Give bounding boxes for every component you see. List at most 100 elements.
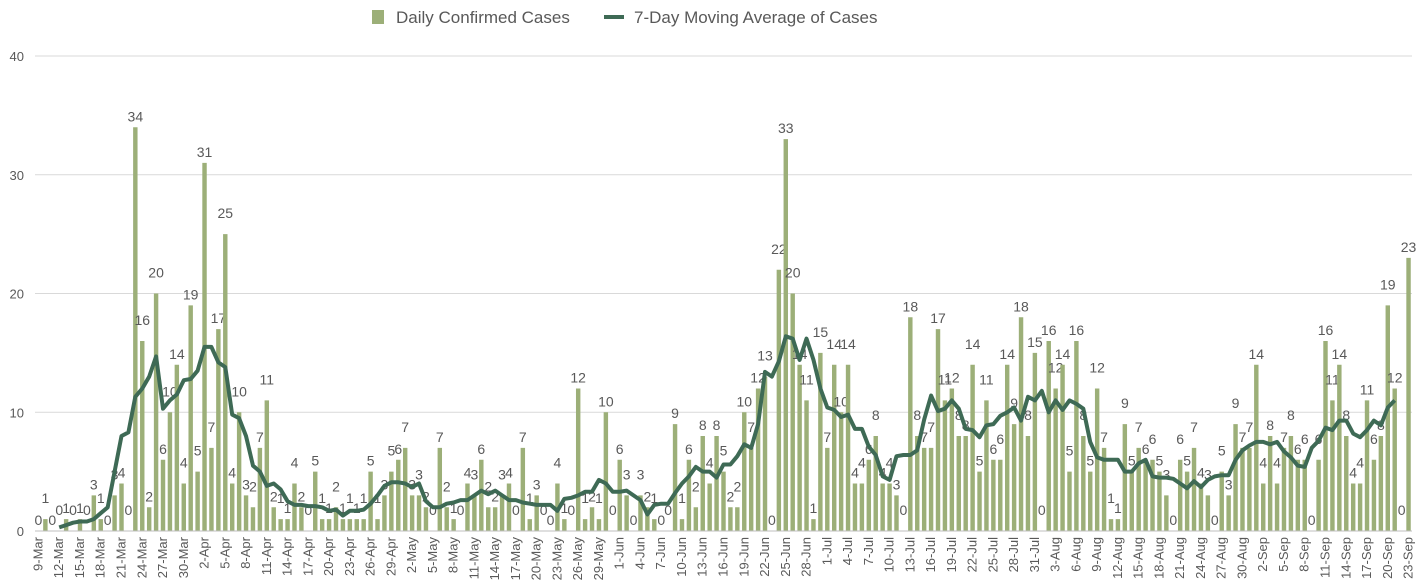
bar xyxy=(1150,459,1155,531)
bar xyxy=(831,364,837,531)
data-label: 4 xyxy=(1197,465,1205,481)
data-label: 16 xyxy=(1041,322,1057,338)
data-label: 5 xyxy=(720,443,728,459)
data-label: 14 xyxy=(1055,346,1071,362)
x-tick-label: 1-Jul xyxy=(819,537,834,565)
x-tick-label: 30-Aug xyxy=(1234,537,1249,579)
bar xyxy=(1046,341,1051,531)
data-label: 10 xyxy=(598,393,614,409)
bar xyxy=(416,495,422,531)
bar xyxy=(679,519,685,531)
data-label: 8 xyxy=(872,407,880,423)
bar xyxy=(1101,447,1107,531)
legend-swatch xyxy=(372,10,384,24)
data-label: 23 xyxy=(1401,239,1417,255)
data-label: 0 xyxy=(630,512,638,528)
legend-label: 7-Day Moving Average of Cases xyxy=(634,8,877,27)
bar xyxy=(748,447,754,531)
bar xyxy=(133,127,138,531)
bar xyxy=(977,471,982,531)
data-label: 6 xyxy=(1149,431,1157,447)
x-tick-label: 22-Jun xyxy=(757,537,772,577)
data-label: 3 xyxy=(533,476,541,492)
data-label: 8 xyxy=(1287,407,1295,423)
data-label: 2 xyxy=(270,488,278,504)
bar xyxy=(278,519,283,531)
bar xyxy=(652,519,657,531)
data-label: 4 xyxy=(1273,455,1281,471)
bar xyxy=(174,364,180,531)
bar xyxy=(894,495,899,531)
data-label: 6 xyxy=(616,441,624,457)
data-label: 0 xyxy=(664,502,672,518)
x-tick-label: 24-Aug xyxy=(1193,537,1208,579)
data-label: 7 xyxy=(1135,419,1143,435)
bar xyxy=(859,483,865,531)
bar xyxy=(1143,459,1148,531)
data-label: 12 xyxy=(1387,370,1403,386)
bar xyxy=(1018,317,1024,531)
bar xyxy=(1177,459,1183,531)
x-tick-label: 31-Jul xyxy=(1027,537,1042,573)
bar xyxy=(1302,459,1307,531)
bar xyxy=(852,483,858,531)
bar xyxy=(825,447,830,531)
data-label: 1 xyxy=(76,500,84,516)
data-label: 1 xyxy=(346,490,354,506)
data-label: 3 xyxy=(408,476,416,492)
bar xyxy=(866,459,872,531)
x-tick-label: 14-Apr xyxy=(280,536,295,576)
bar xyxy=(1337,364,1342,531)
bar xyxy=(935,329,941,531)
data-label: 6 xyxy=(477,441,485,457)
bar xyxy=(1081,436,1086,531)
data-label: 25 xyxy=(217,205,233,221)
bar xyxy=(479,459,484,531)
x-tick-label: 21-Aug xyxy=(1172,537,1187,579)
data-label: 3 xyxy=(90,476,98,492)
data-label: 1 xyxy=(450,500,458,516)
bar xyxy=(762,376,768,531)
x-tick-label: 18-Mar xyxy=(93,536,108,578)
data-label: 0 xyxy=(83,502,91,518)
data-label: 3 xyxy=(893,476,901,492)
bar xyxy=(1074,341,1079,531)
bar xyxy=(1254,364,1259,531)
data-label: 12 xyxy=(1089,360,1105,376)
bar xyxy=(1011,424,1017,531)
bar xyxy=(1247,447,1252,531)
data-label: 0 xyxy=(657,512,665,528)
bar xyxy=(499,495,505,531)
x-tick-label: 2-Apr xyxy=(197,536,212,568)
data-label: 5 xyxy=(367,453,375,469)
data-label: 3 xyxy=(242,476,250,492)
data-label: 0 xyxy=(547,512,555,528)
bar xyxy=(1164,495,1169,531)
bar xyxy=(686,459,692,531)
bar xyxy=(1198,483,1204,531)
data-label: 1 xyxy=(1114,500,1122,516)
x-tick-label: 25-Jul xyxy=(985,537,1000,573)
bar xyxy=(908,317,913,531)
bar xyxy=(693,507,699,531)
x-tick-label: 2-Sep xyxy=(1255,537,1270,572)
data-label: 31 xyxy=(197,144,213,160)
bar xyxy=(1191,447,1197,531)
bar xyxy=(527,519,532,531)
bar xyxy=(1385,305,1390,531)
x-tick-label: 12-Mar xyxy=(51,536,66,578)
data-label: 0 xyxy=(567,502,575,518)
x-tick-label: 27-Aug xyxy=(1214,537,1229,579)
bar xyxy=(1060,364,1065,531)
bar xyxy=(1157,471,1162,531)
data-label: 7 xyxy=(436,429,444,445)
bar xyxy=(195,471,200,531)
bar xyxy=(562,519,567,531)
x-tick-label: 9-Aug xyxy=(1089,537,1104,572)
data-label: 5 xyxy=(976,453,984,469)
data-label: 0 xyxy=(35,512,43,528)
bar xyxy=(984,400,989,531)
bar xyxy=(880,483,885,531)
bar xyxy=(1205,495,1211,531)
x-tick-label: 6-Aug xyxy=(1068,537,1083,572)
